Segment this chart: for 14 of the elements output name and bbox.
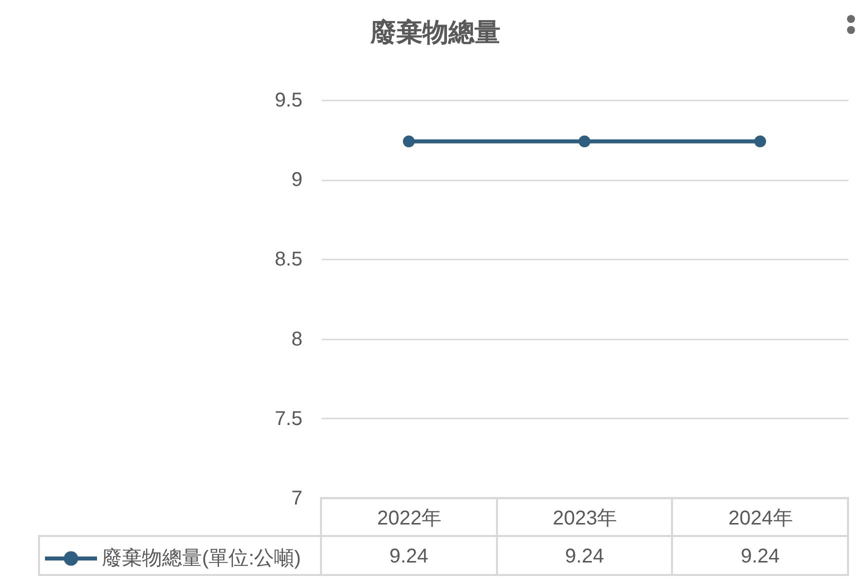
x-tick-label: 2022年 (377, 508, 442, 530)
data-label: 9.24 (565, 546, 604, 568)
x-tick-label: 2024年 (728, 508, 793, 530)
y-tick-label: 9 (291, 169, 302, 192)
y-tick-label: 7 (291, 488, 302, 510)
y-tick-label: 8 (291, 328, 302, 350)
data-label: 9.24 (740, 546, 780, 568)
y-tick-label: 9.5 (274, 90, 302, 112)
data-label: 9.24 (389, 546, 428, 568)
legend-label: 廢棄物總量(單位:公噸) (102, 546, 301, 570)
y-tick-label: 8.5 (274, 248, 302, 271)
x-tick-label: 2023年 (552, 508, 618, 530)
chart-title: 廢棄物總量 (370, 17, 500, 47)
y-tick-label: 7.5 (274, 408, 302, 430)
